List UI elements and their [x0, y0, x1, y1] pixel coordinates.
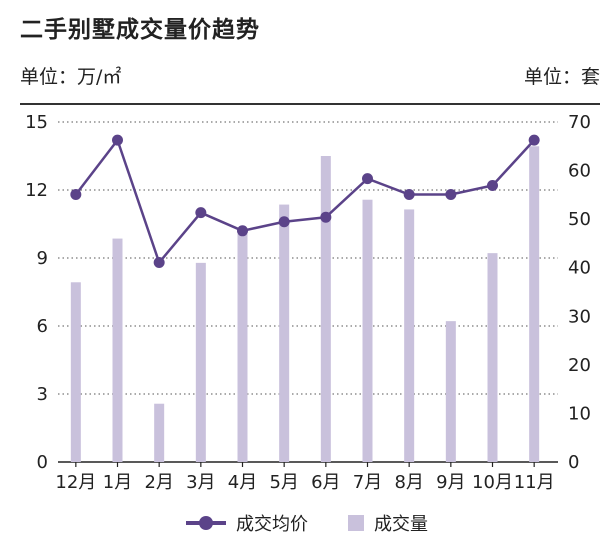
x-axis-tick-label: 8月	[394, 472, 423, 493]
x-axis-tick-label: 9月	[436, 472, 465, 493]
avg-price-point	[195, 207, 207, 219]
volume-bar	[320, 156, 331, 462]
left-axis-tick-label: 12	[25, 180, 48, 201]
x-axis-tick-label: 4月	[228, 472, 257, 493]
x-axis-tick-label: 3月	[186, 472, 215, 493]
left-axis-tick-label: 3	[37, 384, 48, 405]
avg-price-point	[278, 216, 290, 228]
legend-bar-marker-icon	[348, 515, 364, 531]
x-axis-tick-label: 7月	[353, 472, 382, 493]
x-axis-tick-label: 10月	[472, 472, 513, 493]
volume-bar	[362, 199, 373, 462]
legend-item-avg-price: 成交均价	[186, 510, 308, 536]
avg-price-line	[74, 138, 536, 264]
right-axis-tick-label: 20	[568, 355, 591, 376]
volume-bar	[237, 233, 248, 462]
x-axis-tick-label: 1月	[103, 472, 132, 493]
x-axis-tick-label: 11月	[514, 472, 555, 493]
volume-bar	[487, 253, 498, 462]
volume-bar	[70, 282, 81, 462]
legend-item-volume: 成交量	[348, 510, 428, 536]
legend-label-volume: 成交量	[374, 514, 428, 535]
avg-price-point	[112, 134, 123, 146]
x-axis-tick-label: 2月	[144, 472, 173, 493]
avg-price-point	[487, 179, 498, 191]
right-axis-tick-label: 10	[568, 403, 591, 424]
legend-label-avg-price: 成交均价	[236, 514, 308, 535]
avg-price-point	[237, 225, 248, 237]
x-axis-tick-label: 5月	[269, 472, 298, 493]
volume-bar	[279, 204, 290, 463]
left-axis-tick-label: 9	[37, 248, 48, 269]
right-axis-tick-label: 60	[568, 161, 591, 182]
avg-price-point	[445, 189, 457, 201]
chart-legend: 成交均价 成交量	[0, 510, 614, 536]
right-axis-tick-label: 70	[568, 112, 591, 133]
volume-bar	[529, 146, 540, 463]
avg-price-point	[320, 211, 332, 223]
left-axis-unit: 单位：万/㎡	[20, 66, 122, 88]
avg-price-point	[70, 189, 82, 201]
volume-bar	[445, 321, 456, 462]
left-axis-tick-label: 6	[37, 316, 48, 337]
legend-line-marker-icon	[186, 516, 226, 530]
volume-bar	[404, 209, 415, 462]
avg-price-point	[528, 134, 540, 146]
volume-bar	[154, 403, 165, 462]
right-axis-unit: 单位：套	[523, 66, 600, 88]
avg-price-point	[153, 257, 165, 269]
left-axis-tick-label: 0	[37, 452, 48, 473]
volume-bar	[195, 262, 206, 462]
header-divider	[20, 103, 600, 105]
chart-title: 二手别墅成交量价趋势	[20, 17, 260, 43]
x-axis-tick-label: 6月	[311, 472, 340, 493]
right-axis-tick-label: 30	[568, 306, 591, 327]
right-axis-tick-label: 40	[568, 258, 591, 279]
right-axis-tick-label: 0	[568, 452, 579, 473]
x-axis-tick-label: 12月	[55, 472, 96, 493]
avg-price-point	[362, 173, 373, 185]
volume-bar	[112, 238, 123, 462]
avg-price-point	[403, 189, 415, 201]
right-axis-tick-label: 50	[568, 209, 591, 230]
left-axis-tick-label: 15	[25, 112, 48, 133]
